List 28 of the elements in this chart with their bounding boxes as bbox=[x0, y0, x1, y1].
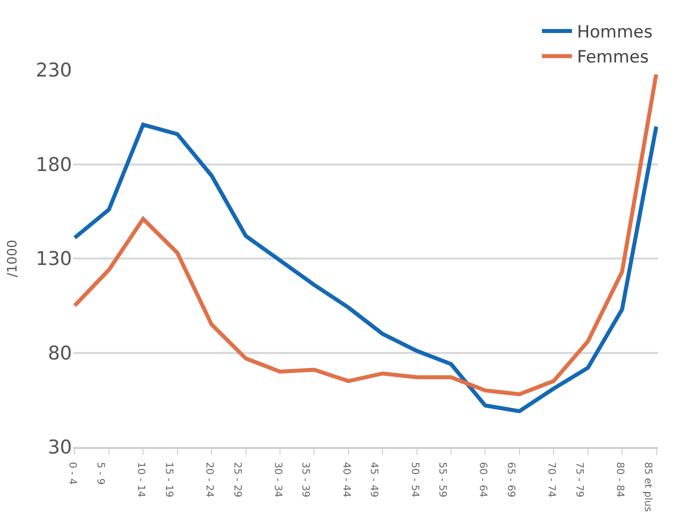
legend-label: Femmes bbox=[577, 48, 649, 68]
x-tick-label: 15 - 19 bbox=[162, 462, 174, 498]
y-tick-label: 80 bbox=[48, 342, 72, 364]
x-tick-label: 45 - 49 bbox=[368, 462, 380, 498]
x-tick-label: 60 - 64 bbox=[477, 462, 488, 498]
x-tick-label: 10 - 14 bbox=[135, 462, 146, 498]
x-tick-label: 20 - 24 bbox=[204, 462, 215, 498]
x-tick-label: 80 - 84 bbox=[614, 462, 626, 498]
x-tick-label: 35 - 39 bbox=[300, 462, 311, 498]
y-tick-label: 180 bbox=[36, 154, 72, 176]
y-tick-label: 230 bbox=[36, 60, 72, 82]
x-tick-label: 55 - 59 bbox=[436, 462, 448, 498]
x-tick-label: 40 - 44 bbox=[340, 462, 352, 498]
x-tick-label: 25 - 29 bbox=[231, 462, 242, 498]
x-tick-label: 75 - 79 bbox=[573, 462, 584, 498]
y-tick-label: 30 bbox=[48, 436, 72, 459]
line-series bbox=[73, 72, 658, 396]
y-tick-label: 130 bbox=[36, 248, 72, 270]
x-tick-label: 70 - 74 bbox=[546, 462, 557, 498]
x-tick-label: 0 - 4 bbox=[66, 462, 78, 485]
x-tick-label: 85 et plus bbox=[642, 462, 653, 512]
y-axis-title: /1000 bbox=[6, 240, 21, 278]
x-tick-label: 65 - 69 bbox=[504, 462, 516, 498]
line-series bbox=[73, 122, 658, 414]
x-tick-label: 50 - 54 bbox=[408, 462, 420, 498]
legend-label: Hommes bbox=[577, 22, 653, 43]
x-tick-label: 30 - 34 bbox=[272, 462, 283, 498]
x-tick-label: 5 - 9 bbox=[94, 462, 106, 485]
